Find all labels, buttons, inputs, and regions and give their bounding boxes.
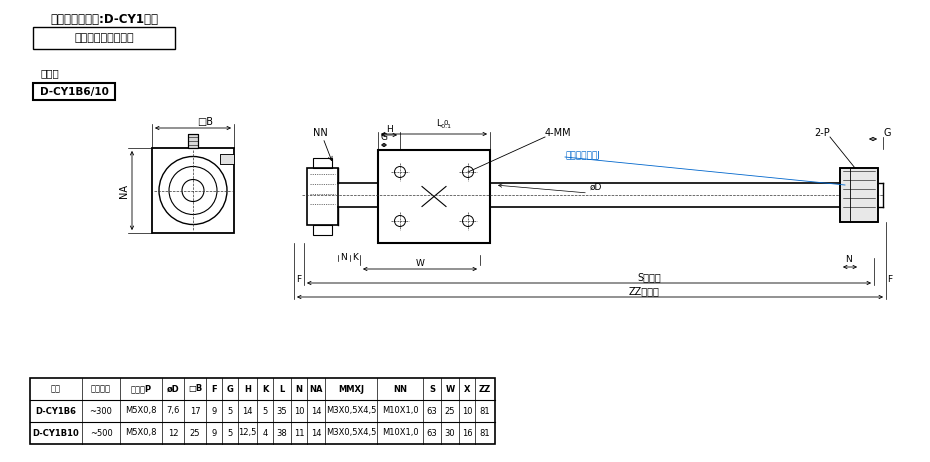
Text: W: W: [416, 259, 424, 267]
Text: S: S: [429, 384, 435, 394]
Text: 外形尺寸图（毫米）: 外形尺寸图（毫米）: [74, 33, 134, 43]
Text: 63: 63: [427, 407, 437, 415]
Bar: [152, 148, 234, 233]
Text: 81: 81: [480, 407, 490, 415]
Text: 4: 4: [262, 428, 268, 438]
Text: 35: 35: [277, 407, 287, 415]
Text: 5: 5: [227, 407, 232, 415]
Text: 行程范围: 行程范围: [91, 384, 111, 394]
Text: G: G: [227, 384, 233, 394]
Text: M3X0,5X4,5: M3X0,5X4,5: [326, 428, 377, 438]
Text: G: G: [380, 134, 388, 142]
Text: MMXJ: MMXJ: [338, 384, 364, 394]
Text: 11: 11: [294, 428, 304, 438]
Text: N: N: [296, 384, 302, 394]
Text: 9: 9: [211, 407, 217, 415]
Text: 30: 30: [445, 428, 456, 438]
Bar: [188, 134, 198, 148]
Bar: [33, 83, 115, 100]
Bar: [220, 154, 234, 164]
Text: G: G: [883, 128, 891, 138]
Text: NN: NN: [393, 384, 407, 394]
Bar: [313, 225, 332, 235]
Text: 10: 10: [294, 407, 304, 415]
Text: NA: NA: [119, 183, 129, 197]
Bar: [378, 150, 490, 243]
Text: D-CY1B6: D-CY1B6: [35, 407, 76, 415]
Text: F: F: [211, 384, 217, 394]
Text: ZZ: ZZ: [479, 384, 491, 394]
Text: 0: 0: [444, 120, 448, 126]
Text: M5X0,8: M5X0,8: [126, 407, 157, 415]
Text: 17: 17: [190, 407, 200, 415]
Text: 25: 25: [445, 407, 456, 415]
Bar: [307, 168, 338, 225]
Text: NN: NN: [313, 128, 327, 138]
Bar: [30, 378, 495, 444]
Text: 7,6: 7,6: [166, 407, 179, 415]
Text: 25: 25: [190, 428, 200, 438]
Text: 5: 5: [227, 428, 232, 438]
Bar: [840, 168, 878, 222]
Text: 12,5: 12,5: [238, 428, 257, 438]
Text: 14: 14: [311, 428, 321, 438]
Text: N: N: [340, 254, 347, 262]
Bar: [313, 158, 332, 168]
Text: K: K: [262, 384, 268, 394]
Text: øD: øD: [166, 384, 179, 394]
Text: ~500: ~500: [89, 428, 113, 438]
Text: □B: □B: [197, 117, 213, 127]
Text: F: F: [296, 274, 301, 284]
Text: D-CY1B10: D-CY1B10: [33, 428, 79, 438]
Text: H: H: [244, 384, 251, 394]
Text: 10: 10: [462, 407, 472, 415]
Text: X: X: [464, 384, 471, 394]
Text: L: L: [279, 384, 285, 394]
Bar: [33, 27, 175, 49]
Text: 型号: 型号: [51, 384, 61, 394]
Text: 14: 14: [242, 407, 253, 415]
Text: 5: 5: [262, 407, 268, 415]
Text: 螺纹有效深度J: 螺纹有效深度J: [565, 151, 600, 159]
Text: 供气口P: 供气口P: [130, 384, 152, 394]
Bar: [840, 168, 878, 222]
Text: H: H: [386, 124, 392, 134]
Text: M3X0,5X4,5: M3X0,5X4,5: [326, 407, 377, 415]
Text: 基本型: 基本型: [40, 68, 59, 78]
Text: ~300: ~300: [89, 407, 113, 415]
Text: 4-MM: 4-MM: [545, 128, 572, 138]
Bar: [220, 154, 234, 164]
Text: M10X1,0: M10X1,0: [381, 428, 418, 438]
Text: 63: 63: [427, 428, 437, 438]
Text: 9: 9: [211, 428, 217, 438]
Bar: [188, 134, 198, 148]
Text: 16: 16: [461, 428, 472, 438]
Text: 14: 14: [311, 407, 321, 415]
Text: ZZ＋行程: ZZ＋行程: [629, 286, 659, 296]
Text: M10X1,0: M10X1,0: [381, 407, 418, 415]
Text: K: K: [352, 254, 358, 262]
Text: NA: NA: [310, 384, 323, 394]
Text: øD: øD: [590, 182, 603, 192]
Text: D-CY1B6/10: D-CY1B6/10: [40, 86, 109, 97]
Text: 磁偶式无杆气缸:D-CY1系列: 磁偶式无杆气缸:D-CY1系列: [50, 13, 158, 26]
Text: 2-P: 2-P: [815, 128, 830, 138]
Text: F: F: [887, 274, 892, 284]
Text: M5X0,8: M5X0,8: [126, 428, 157, 438]
Text: N: N: [845, 255, 852, 265]
Text: 81: 81: [480, 428, 490, 438]
Text: L: L: [436, 120, 442, 128]
Text: 38: 38: [276, 428, 287, 438]
Text: 12: 12: [167, 428, 179, 438]
Text: S＋行程: S＋行程: [637, 272, 661, 282]
Text: W: W: [445, 384, 455, 394]
Text: -0.1: -0.1: [440, 124, 452, 129]
Text: □B: □B: [188, 384, 202, 394]
